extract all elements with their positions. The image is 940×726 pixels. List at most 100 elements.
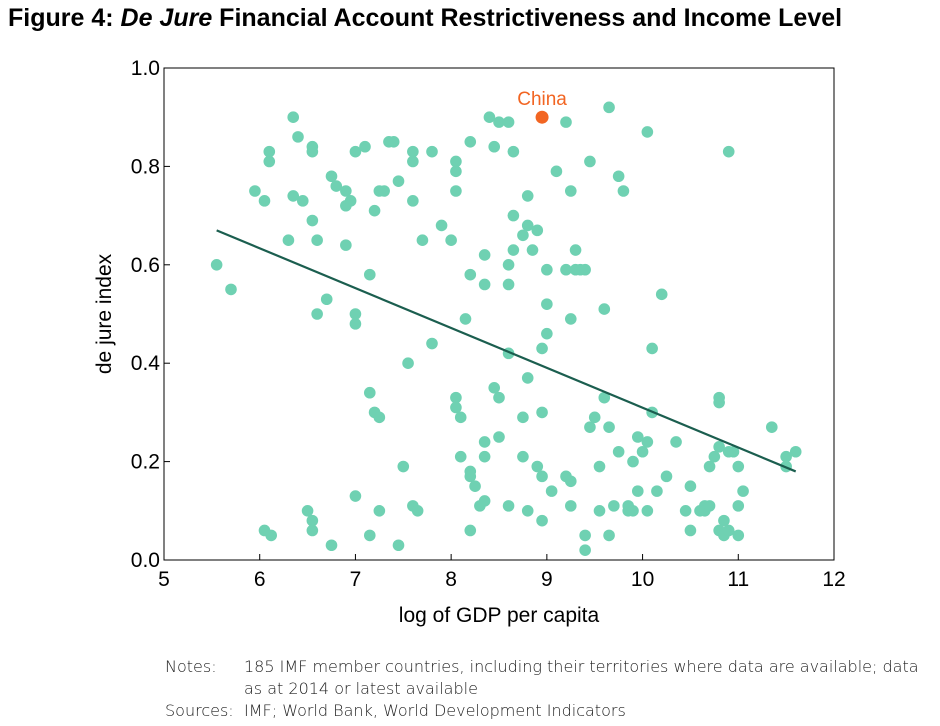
data-point — [722, 145, 735, 158]
y-axis-label: de jure index — [93, 253, 116, 374]
data-point — [631, 485, 644, 497]
data-point — [789, 445, 802, 458]
data-point — [349, 145, 362, 158]
y-tick-label: 0.0 — [131, 549, 160, 572]
data-point — [564, 185, 577, 197]
data-point — [541, 298, 553, 310]
data-point — [469, 480, 481, 493]
data-point — [713, 391, 725, 404]
data-point — [320, 293, 333, 306]
data-point — [684, 480, 697, 493]
data-point — [450, 155, 462, 168]
figure-title-emphasis: De Jure — [120, 4, 213, 32]
data-point — [507, 244, 520, 256]
data-point — [306, 214, 319, 227]
data-point — [282, 234, 295, 246]
data-point — [397, 460, 410, 473]
data-point — [265, 529, 278, 542]
data-point — [258, 195, 271, 207]
data-point — [387, 136, 400, 148]
data-point — [373, 505, 386, 517]
data-point — [478, 436, 491, 448]
data-point — [521, 190, 534, 202]
data-point — [502, 259, 515, 271]
data-point — [536, 470, 548, 483]
data-point — [603, 101, 615, 114]
y-tick-label: 1.0 — [131, 57, 160, 80]
data-point — [392, 175, 405, 187]
data-point — [545, 485, 558, 497]
data-point — [631, 431, 644, 443]
data-point — [531, 224, 544, 237]
data-point — [651, 485, 663, 497]
data-point — [564, 500, 577, 512]
highlight-group: China — [517, 89, 567, 124]
data-point — [612, 445, 625, 458]
data-point — [349, 308, 362, 320]
data-point — [488, 382, 501, 394]
data-point — [402, 357, 414, 370]
y-tick-label: 0.6 — [131, 254, 160, 277]
data-point — [507, 209, 520, 222]
x-tick-label: 12 — [822, 568, 845, 591]
data-point — [416, 234, 429, 246]
y-tick-label: 0.8 — [131, 155, 160, 178]
scatter-chart: 5 6 7 8 9 10 11 12 0.0 0.2 0.4 0.6 0.8 1.0 China log… — [93, 57, 846, 627]
data-point — [598, 303, 611, 315]
x-tick-label: 11 — [727, 568, 749, 591]
data-point — [636, 445, 649, 458]
data-point — [363, 386, 376, 399]
x-axis: 5 6 7 8 9 10 11 12 — [158, 554, 846, 591]
data-point — [560, 116, 572, 128]
data-point — [483, 111, 496, 123]
data-point — [593, 460, 606, 473]
data-point — [732, 529, 745, 542]
data-point — [517, 229, 529, 242]
data-point — [450, 391, 462, 404]
data-point — [579, 544, 591, 556]
x-tick-label: 8 — [445, 568, 457, 591]
plot-frame — [163, 67, 835, 561]
data-point — [340, 239, 352, 251]
data-point — [426, 337, 438, 350]
data-point — [584, 421, 596, 433]
data-point — [359, 140, 371, 153]
data-point — [655, 288, 668, 301]
data-point — [713, 441, 725, 453]
data-point — [287, 111, 300, 123]
data-point — [521, 219, 534, 232]
data-point — [493, 116, 505, 128]
data-point — [306, 140, 319, 153]
data-point — [569, 244, 582, 256]
data-point — [641, 436, 654, 448]
data-point — [363, 268, 376, 281]
data-point — [368, 204, 381, 217]
data-point — [780, 450, 792, 463]
data-point — [330, 180, 343, 192]
data-point — [541, 263, 553, 276]
data-point — [521, 505, 534, 517]
data-point — [502, 500, 515, 512]
data-point — [340, 185, 352, 197]
data-point — [478, 450, 491, 463]
sources-text: IMF; World Bank, World Development Indic… — [244, 701, 626, 720]
y-tick-label: 0.4 — [131, 352, 161, 375]
data-point — [541, 327, 553, 340]
data-point — [502, 278, 515, 291]
data-point — [311, 234, 323, 246]
data-point — [536, 406, 548, 419]
data-point — [603, 421, 615, 433]
data-point — [450, 185, 462, 197]
data-point — [488, 140, 501, 153]
figure-title-prefix: Figure 4: — [8, 4, 121, 32]
data-point — [407, 155, 419, 168]
data-point — [311, 308, 323, 320]
data-point — [464, 524, 477, 537]
data-point — [263, 145, 276, 158]
data-point — [627, 455, 639, 468]
data-point — [536, 342, 548, 355]
data-point — [708, 450, 721, 463]
data-point — [435, 219, 448, 232]
data-point — [249, 185, 261, 197]
data-point — [660, 470, 673, 483]
